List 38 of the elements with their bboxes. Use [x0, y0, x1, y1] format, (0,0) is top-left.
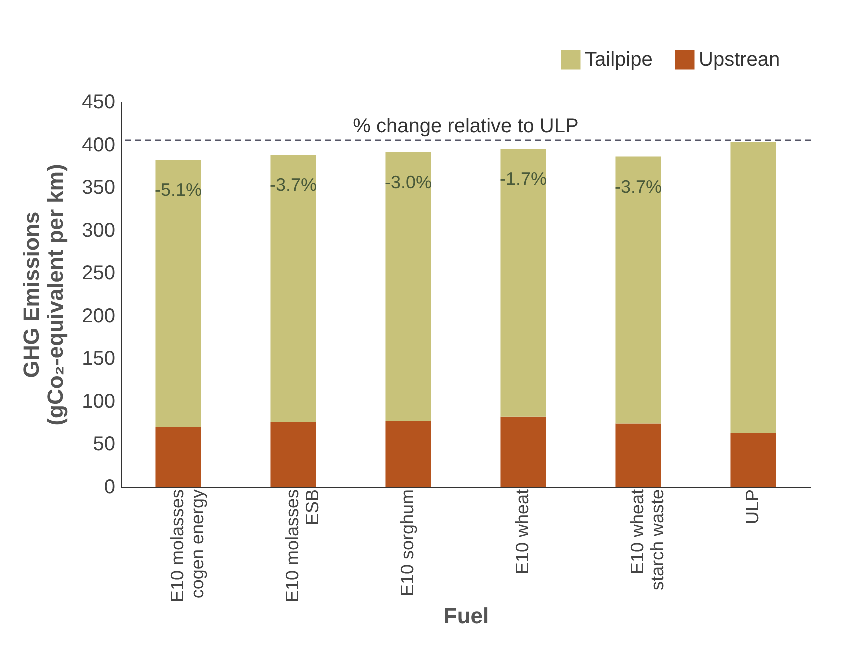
bar	[270, 155, 316, 422]
bar	[730, 433, 776, 487]
bar	[156, 160, 202, 428]
y-tick-label: 300	[82, 220, 116, 242]
y-tick-label: 250	[82, 262, 116, 285]
y-tick-label: 350	[82, 177, 116, 200]
y-tick-label: 100	[82, 390, 116, 413]
x-axis-title: Fuel	[444, 604, 490, 629]
annotation: -3.7%	[270, 175, 318, 196]
y-tick-label: 150	[82, 348, 116, 370]
y-tick-label: 400	[82, 134, 116, 156]
bar	[156, 427, 202, 487]
bar	[500, 149, 546, 417]
legend-label: Tailpipe	[585, 49, 653, 71]
bar	[616, 424, 662, 487]
annotation: -3.0%	[384, 172, 432, 192]
x-tick-label: E10 sorghum	[398, 490, 418, 597]
x-tick-label: ULP	[742, 490, 762, 525]
bar	[730, 142, 776, 434]
y-tick-label: 0	[104, 476, 116, 498]
bar	[270, 422, 316, 487]
y-tick-label: 50	[93, 434, 116, 456]
y-tick-label: 450	[82, 92, 116, 114]
legend-label: Upstrean	[699, 49, 780, 71]
ref-line-label: % change relative to ULP	[353, 116, 579, 138]
annotation: -3.7%	[614, 176, 662, 197]
x-tick-label: E10 wheat starch waste	[628, 490, 668, 591]
annotation: -5.1%	[154, 180, 202, 200]
x-tick-label: E10 wheat	[512, 490, 532, 575]
x-tick-label: E10 molasses ESB	[282, 490, 322, 603]
bar	[616, 156, 662, 424]
bar	[386, 152, 432, 422]
x-tick-label: E10 molasses cogen energy	[168, 490, 208, 603]
y-axis-title: GHG Emissions (gCo₂-equivalent per km)	[19, 164, 68, 426]
bar	[500, 416, 546, 487]
y-tick-label: 200	[82, 305, 116, 328]
annotation: -1.7%	[500, 169, 548, 190]
bar	[386, 421, 432, 487]
